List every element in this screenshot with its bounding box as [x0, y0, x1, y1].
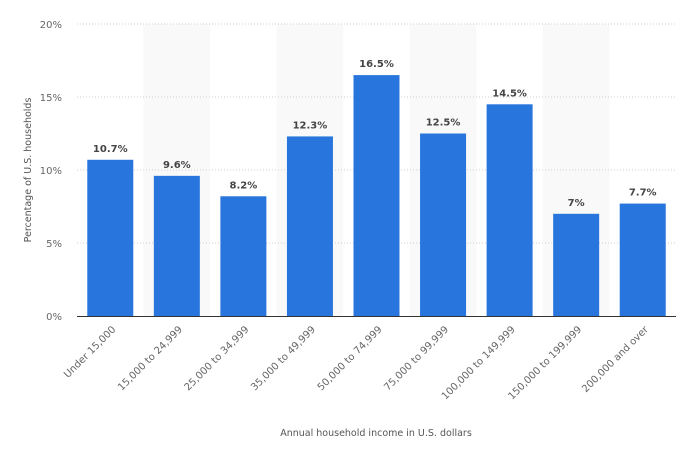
bar — [553, 213, 600, 316]
x-category-label: 15,000 to 24,999 — [116, 324, 185, 393]
bar — [153, 175, 200, 316]
x-category-label: 25,000 to 34,999 — [183, 324, 252, 393]
data-label: 9.6% — [163, 160, 191, 171]
bar — [619, 203, 666, 316]
y-tick-label: 15% — [40, 93, 62, 104]
y-tick-label: 20% — [40, 20, 62, 31]
bar — [353, 75, 400, 316]
data-label: 8.2% — [230, 180, 258, 191]
data-label: 14.5% — [492, 88, 527, 99]
x-axis-title: Annual household income in U.S. dollars — [280, 428, 472, 439]
bar — [220, 196, 267, 316]
bars — [87, 75, 666, 316]
bar — [486, 104, 533, 316]
data-label: 7.7% — [629, 188, 657, 199]
x-category-label: Under 15,000 — [62, 324, 118, 380]
data-labels: 10.7% 9.6% 8.2% 12.3% 16.5% 12.5% 14.5% 7% 7.7% — [93, 59, 657, 209]
x-category-label: 50,000 to 74,999 — [316, 324, 385, 393]
x-category-label: 75,000 to 99,999 — [382, 324, 451, 393]
data-label: 10.7% — [93, 144, 128, 155]
x-category-label: 150,000 to 199,999 — [506, 324, 584, 402]
y-tick-label: 10% — [40, 166, 62, 177]
y-axis-title: Percentage of U.S. households — [23, 98, 34, 243]
y-tick-label: 0% — [46, 312, 62, 323]
bar — [286, 136, 333, 316]
bar — [420, 133, 467, 316]
bar — [87, 159, 134, 316]
data-label: 16.5% — [359, 59, 394, 70]
y-tick-label: 5% — [46, 239, 62, 250]
x-category-label: 35,000 to 49,999 — [249, 324, 318, 393]
data-label: 12.5% — [426, 118, 461, 129]
x-category-label: 100,000 to 149,999 — [440, 324, 518, 402]
y-axis-ticks: 0% 5% 10% 15% 20% — [40, 20, 62, 323]
x-category-label: 200,000 and over — [580, 324, 651, 395]
data-label: 12.3% — [293, 120, 328, 131]
data-label: 7% — [568, 198, 585, 209]
